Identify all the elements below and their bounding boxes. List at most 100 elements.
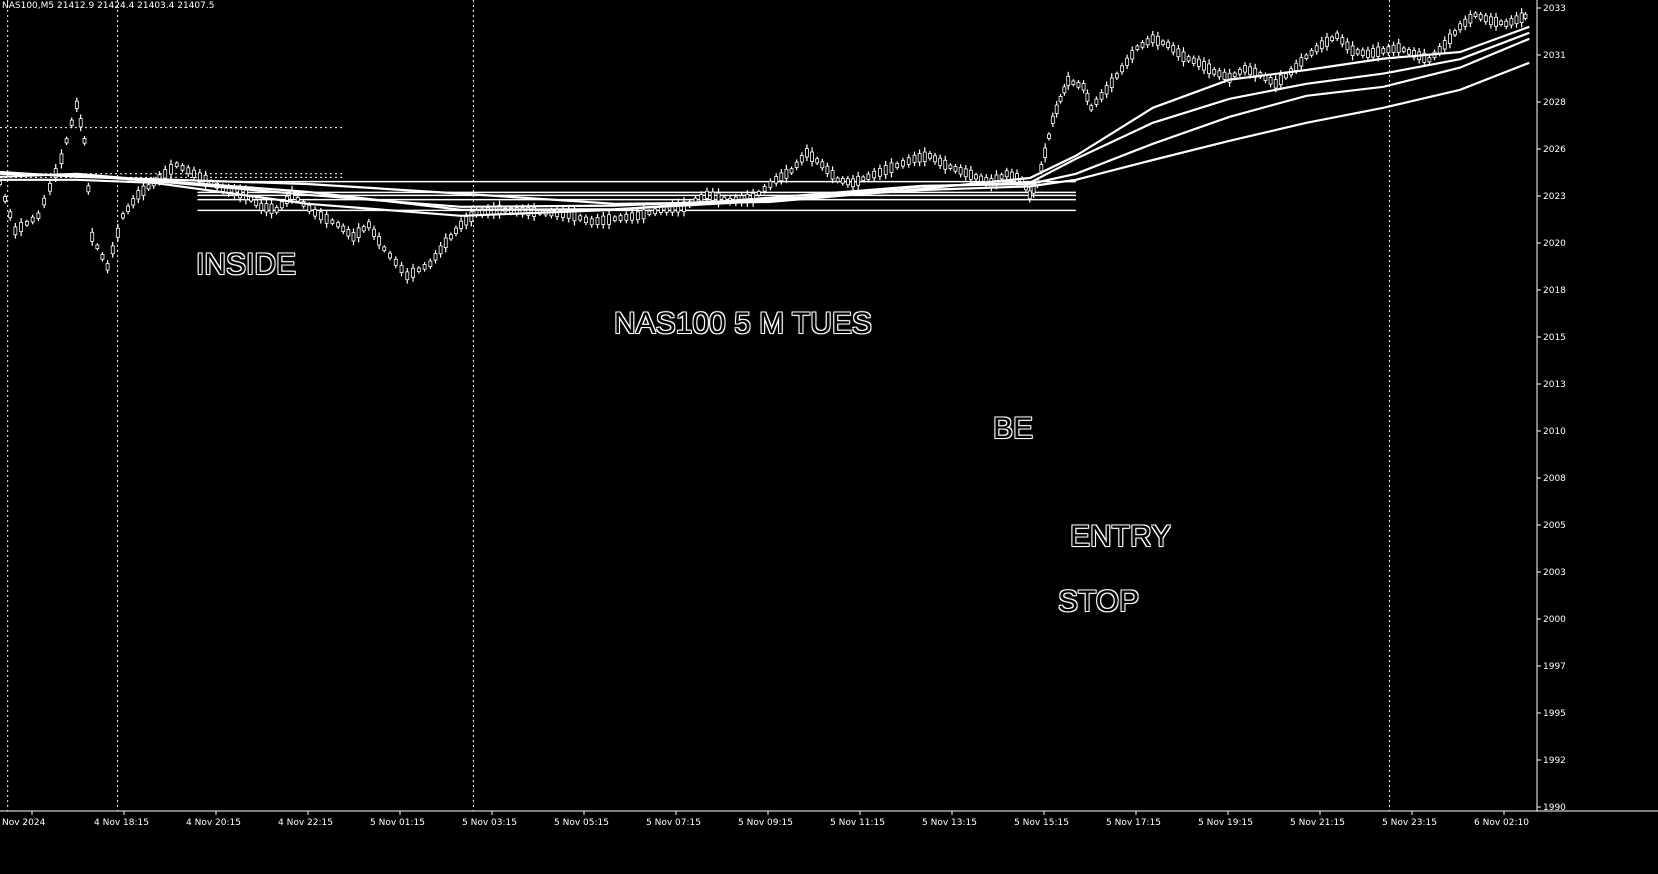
candle-body bbox=[612, 216, 617, 221]
candle-body bbox=[313, 209, 317, 217]
candle-body bbox=[422, 263, 427, 270]
candle-body bbox=[1453, 30, 1457, 36]
candle-body bbox=[630, 212, 634, 221]
candle-body bbox=[943, 159, 948, 170]
candle-body bbox=[825, 165, 830, 174]
candle-body bbox=[774, 176, 779, 184]
candle-body bbox=[699, 194, 704, 202]
candle-body bbox=[330, 219, 335, 224]
candle-body bbox=[999, 174, 1004, 180]
candle-body bbox=[341, 225, 346, 232]
chart-title-label: NAS100 5 M TUES bbox=[614, 307, 872, 340]
candle-body bbox=[64, 138, 69, 144]
x-tick-label: 6 Nov 02:10 bbox=[1474, 818, 1529, 828]
y-tick-label: 2033 bbox=[1543, 4, 1566, 14]
candle-body bbox=[953, 165, 958, 172]
candle-body bbox=[1458, 23, 1463, 31]
candle-body bbox=[1066, 75, 1071, 86]
candle-body bbox=[1248, 66, 1252, 76]
candle-body bbox=[433, 253, 438, 261]
candle-body bbox=[443, 237, 448, 249]
candle-body bbox=[799, 155, 804, 163]
candle-body bbox=[1140, 42, 1145, 48]
candle-body bbox=[30, 216, 35, 223]
candle-body bbox=[1058, 96, 1063, 102]
candle-body bbox=[1427, 57, 1432, 63]
candle-body bbox=[24, 221, 29, 226]
candle-body bbox=[382, 246, 387, 251]
candle-body bbox=[438, 245, 443, 255]
candle-body bbox=[878, 167, 882, 177]
y-tick-label: 1990 bbox=[1543, 803, 1566, 813]
candle-body bbox=[346, 229, 351, 237]
candle-body bbox=[1514, 15, 1519, 25]
candle-body bbox=[1166, 41, 1171, 48]
candle-body bbox=[1004, 170, 1009, 178]
stop-label: STOP bbox=[1058, 585, 1140, 618]
candle-body bbox=[659, 206, 663, 213]
candle-body bbox=[1094, 98, 1099, 105]
candle-body bbox=[607, 214, 611, 225]
candle-body bbox=[1284, 73, 1288, 79]
candle-body bbox=[264, 203, 269, 213]
y-tick-label: 2028 bbox=[1543, 98, 1566, 108]
y-tick-label: 1997 bbox=[1543, 662, 1566, 672]
candle-body bbox=[710, 191, 715, 201]
candle-body bbox=[1089, 105, 1094, 111]
candle-body bbox=[1355, 49, 1360, 55]
y-tick-label: 2000 bbox=[1543, 615, 1566, 625]
candle-body bbox=[1412, 50, 1416, 58]
candle-body bbox=[1207, 63, 1212, 75]
y-tick-label: 2018 bbox=[1543, 286, 1566, 296]
candle-body bbox=[641, 209, 646, 220]
candle-body bbox=[1366, 49, 1370, 58]
y-tick-label: 2010 bbox=[1543, 427, 1566, 437]
candle-body bbox=[377, 236, 382, 246]
candle-body bbox=[1483, 15, 1488, 23]
y-tick-label: 2015 bbox=[1543, 333, 1566, 343]
candle-body bbox=[1085, 93, 1090, 102]
candle-body bbox=[1391, 44, 1396, 53]
candle-body bbox=[351, 232, 356, 242]
candle-body bbox=[933, 155, 937, 163]
candle-body bbox=[48, 182, 52, 192]
candle-body bbox=[1360, 49, 1365, 56]
candle-body bbox=[820, 161, 825, 169]
candle-body bbox=[295, 197, 300, 202]
candle-body bbox=[254, 199, 259, 206]
candle-body bbox=[1494, 16, 1498, 27]
candle-body bbox=[979, 175, 984, 182]
candle-body bbox=[428, 260, 433, 267]
candle-body bbox=[889, 162, 894, 174]
candle-body bbox=[141, 185, 146, 196]
candle-body bbox=[851, 178, 855, 188]
candle-body bbox=[1150, 34, 1155, 44]
candle-body bbox=[1109, 77, 1114, 88]
candle-body bbox=[856, 175, 861, 186]
candle-body bbox=[1309, 50, 1314, 56]
candle-body bbox=[1202, 61, 1206, 71]
candle-body bbox=[459, 220, 464, 229]
candle-body bbox=[1478, 13, 1483, 20]
x-tick-label: 4 Nov 20:15 bbox=[186, 818, 241, 828]
candle-body bbox=[1268, 77, 1273, 85]
candle-body bbox=[1196, 58, 1201, 67]
candle-body bbox=[174, 162, 179, 167]
candle-body bbox=[448, 234, 453, 240]
candle-body bbox=[95, 244, 100, 249]
candle-body bbox=[1114, 73, 1119, 79]
candle-body bbox=[912, 154, 917, 163]
y-tick-label: 2026 bbox=[1543, 145, 1566, 155]
candle-body bbox=[454, 227, 458, 234]
candle-body bbox=[318, 211, 323, 221]
y-tick-label: 2003 bbox=[1543, 568, 1566, 578]
candle-body bbox=[274, 206, 279, 213]
candle-body bbox=[324, 213, 329, 224]
candle-body bbox=[1171, 45, 1176, 53]
y-tick-label: 1995 bbox=[1543, 709, 1566, 719]
candle-body bbox=[1463, 18, 1468, 27]
candle-body bbox=[1340, 37, 1345, 45]
x-tick-label: 5 Nov 19:15 bbox=[1198, 818, 1253, 828]
candle-body bbox=[1386, 46, 1391, 54]
